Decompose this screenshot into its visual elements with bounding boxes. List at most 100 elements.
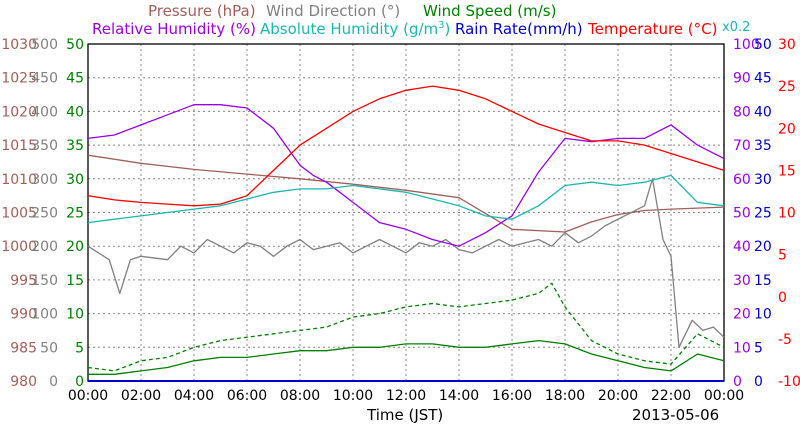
y-tick-rain-rate: 15 (754, 273, 772, 289)
y-tick-pressure: 1010 (1, 172, 37, 188)
y-tick-rain-rate: 50 (754, 37, 772, 53)
y-tick-humidity: 0 (733, 374, 742, 390)
date-label: 2013-05-06 (632, 406, 719, 424)
legend-relative-humidity: Relative Humidity (%) (92, 20, 256, 38)
y-tick-pressure: 990 (10, 307, 37, 323)
y-tick-pressure: 980 (10, 374, 37, 390)
y-tick-temperature: 5 (778, 248, 787, 264)
y-tick-wind-direction: 0 (49, 374, 58, 390)
x-tick: 00:00 (704, 388, 744, 404)
y-tick-temperature: 20 (778, 121, 796, 137)
y-tick-rain-rate: 40 (754, 104, 772, 120)
series-line-5 (87, 174, 725, 224)
y-axes: 1030102510201015101010051000995990985980… (1, 37, 800, 390)
series-line-0 (87, 154, 725, 233)
legend-scale-note: x0.2 (722, 20, 750, 35)
y-tick-rain-rate: 0 (754, 374, 763, 390)
y-tick-wind-speed: 50 (66, 37, 84, 53)
legend-wind-direction: Wind Direction (°) (266, 2, 400, 20)
y-tick-humidity: 10 (733, 340, 751, 356)
x-axis-title: Time (JST) (366, 406, 443, 424)
legend-absolute-humidity: Absolute Humidity (g/m3) (260, 20, 450, 38)
y-tick-wind-direction: 250 (31, 206, 58, 222)
y-tick-wind-direction: 400 (31, 104, 58, 120)
y-tick-wind-speed: 45 (66, 71, 84, 87)
legend-wind-speed: Wind Speed (m/s) (423, 2, 556, 20)
y-tick-humidity: 40 (733, 239, 751, 255)
y-tick-rain-rate: 10 (754, 307, 772, 323)
x-tick: 22:00 (651, 388, 691, 404)
y-tick-wind-direction: 50 (40, 340, 58, 356)
series-line-7 (87, 85, 725, 207)
x-tick: 00:00 (68, 388, 108, 404)
series-line-3 (87, 282, 725, 372)
y-tick-temperature: 25 (778, 79, 796, 95)
y-tick-humidity: 80 (733, 104, 751, 120)
y-tick-wind-direction: 150 (31, 273, 58, 289)
y-tick-wind-direction: 500 (31, 37, 58, 53)
series-line-2 (88, 339, 725, 375)
y-tick-humidity: 100 (733, 37, 760, 53)
x-tick: 06:00 (227, 388, 267, 404)
grid (88, 44, 724, 381)
y-tick-humidity: 50 (733, 206, 751, 222)
legend-temperature: Temperature (°C) (587, 20, 717, 38)
y-tick-wind-speed: 0 (75, 374, 84, 390)
y-tick-wind-speed: 25 (66, 206, 84, 222)
y-tick-temperature: 0 (778, 290, 787, 306)
y-tick-wind-speed: 40 (66, 104, 84, 120)
legend-pressure: Pressure (hPa) (148, 2, 256, 20)
y-tick-pressure: 1015 (1, 138, 37, 154)
y-tick-wind-speed: 10 (66, 307, 84, 323)
x-tick: 20:00 (598, 388, 638, 404)
y-tick-pressure: 1025 (1, 71, 37, 87)
y-tick-temperature: 10 (778, 206, 796, 222)
y-tick-wind-direction: 350 (31, 138, 58, 154)
y-tick-pressure: 1020 (1, 104, 37, 120)
y-tick-humidity: 20 (733, 307, 751, 323)
y-tick-humidity: 90 (733, 71, 751, 87)
y-tick-temperature: 30 (778, 37, 796, 53)
y-tick-pressure: 1030 (1, 37, 37, 53)
legend-absolute-humidity-tail: ) (445, 20, 451, 38)
x-tick: 16:00 (492, 388, 532, 404)
legend-row-1: Pressure (hPa) Wind Direction (°) Wind S… (148, 2, 556, 20)
y-tick-rain-rate: 30 (754, 172, 772, 188)
y-tick-temperature: 15 (778, 163, 796, 179)
y-tick-wind-direction: 200 (31, 239, 58, 255)
y-tick-rain-rate: 35 (754, 138, 772, 154)
y-tick-pressure: 985 (10, 340, 37, 356)
y-tick-wind-speed: 15 (66, 273, 84, 289)
y-tick-pressure: 1005 (1, 206, 37, 222)
x-tick: 14:00 (439, 388, 479, 404)
y-tick-rain-rate: 5 (754, 340, 763, 356)
series-line-4 (87, 104, 725, 247)
y-tick-humidity: 30 (733, 273, 751, 289)
y-tick-wind-speed: 35 (66, 138, 84, 154)
y-tick-humidity: 60 (733, 172, 751, 188)
x-tick: 08:00 (280, 388, 320, 404)
y-tick-temperature: -5 (778, 332, 792, 348)
y-tick-rain-rate: 20 (754, 239, 772, 255)
x-tick: 02:00 (121, 388, 161, 404)
legend-absolute-humidity-sup: 3 (438, 20, 444, 31)
y-tick-rain-rate: 25 (754, 206, 772, 222)
y-tick-temperature: -10 (778, 374, 800, 390)
y-tick-pressure: 1000 (1, 239, 37, 255)
y-tick-wind-direction: 300 (31, 172, 58, 188)
y-tick-humidity: 70 (733, 138, 751, 154)
series-line-1 (87, 178, 725, 348)
legend-row-2: Relative Humidity (%) Absolute Humidity … (92, 20, 750, 38)
y-tick-wind-speed: 5 (75, 340, 84, 356)
y-tick-rain-rate: 45 (754, 71, 772, 87)
x-axis: 00:00 02:00 04:00 06:00 08:00 10:00 12:00 14:00… (68, 388, 744, 404)
x-tick: 12:00 (386, 388, 426, 404)
legend-absolute-humidity-text: Absolute Humidity (g/m (260, 20, 438, 38)
y-tick-wind-speed: 20 (66, 239, 84, 255)
x-tick: 18:00 (545, 388, 585, 404)
y-tick-wind-direction: 100 (31, 307, 58, 323)
y-tick-pressure: 995 (10, 273, 37, 289)
x-tick: 10:00 (333, 388, 373, 404)
y-tick-wind-direction: 450 (31, 71, 58, 87)
